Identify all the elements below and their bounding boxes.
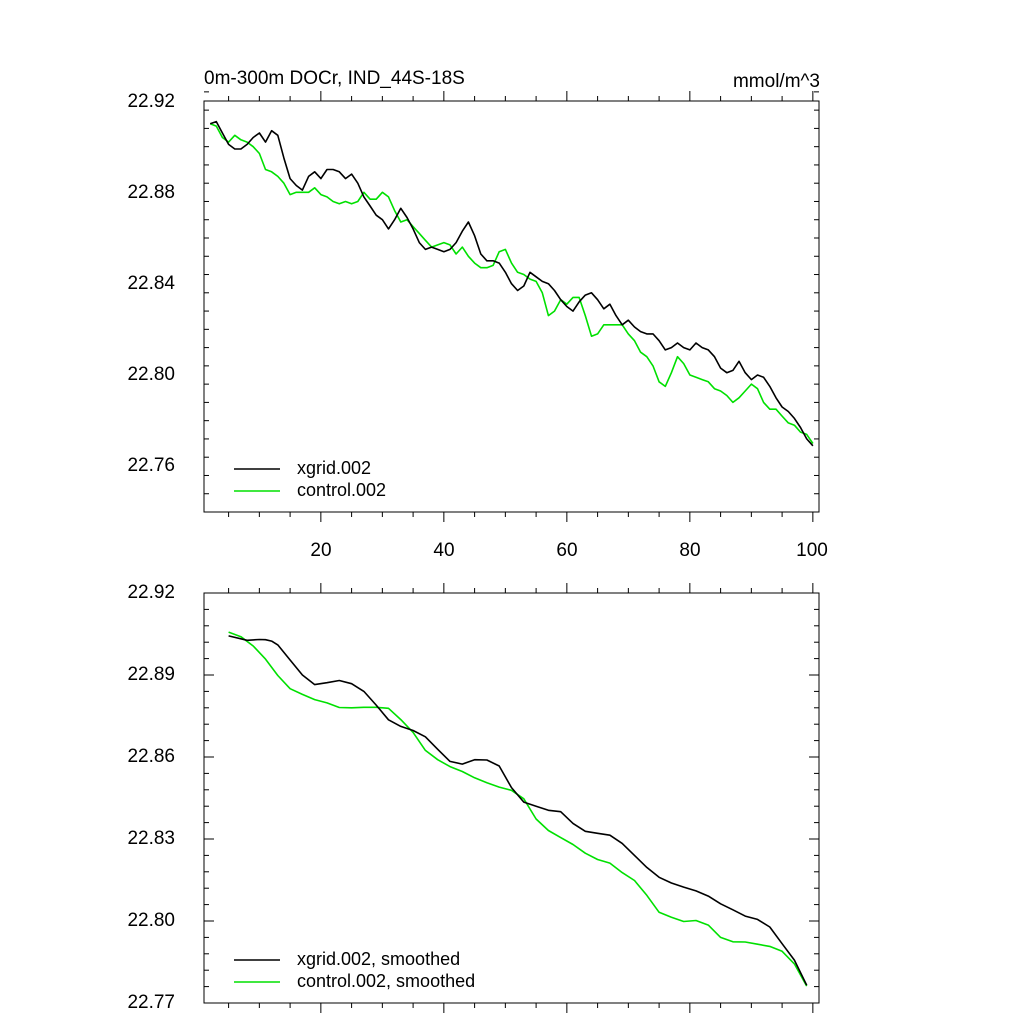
bottom-legend: xgrid.002, smoothed control.002, smoothe… [234, 949, 475, 991]
top-panel-tick-marks [204, 91, 819, 522]
y-tick-label: 22.89 [127, 664, 175, 685]
y-tick-label: 22.76 [127, 455, 175, 476]
y-tick-label: 22.84 [127, 273, 175, 294]
bottom-panel-frame [203, 592, 820, 1004]
top-series-xgrid-002 [209, 120, 814, 447]
y-tick-label: 22.80 [127, 364, 175, 385]
legend-label-xgrid-smoothed: xgrid.002, smoothed [297, 949, 460, 969]
x-tick-label: 100 [796, 540, 828, 561]
top-panel-title: 0m-300m DOCr, IND_44S-18S [204, 68, 465, 89]
y-tick-label: 22.83 [127, 828, 175, 849]
bottom-panel-plot-area [228, 631, 808, 987]
top-panel: 0m-300m DOCr, IND_44S-18S mmol/m^3 22.76… [127, 68, 827, 561]
x-tick-label: 60 [556, 540, 577, 561]
y-tick-label: 22.86 [127, 746, 175, 767]
y-tick-label: 22.92 [127, 91, 175, 112]
y-tick-label: 22.88 [127, 182, 175, 203]
x-tick-label: 20 [310, 540, 331, 561]
y-tick-label: 22.92 [127, 582, 175, 603]
top-legend: xgrid.002 control.002 [234, 458, 386, 500]
bottom-series-xgrid-002-smoothed [228, 635, 808, 986]
y-tick-label: 22.77 [127, 992, 175, 1013]
legend-label-control: control.002 [297, 480, 386, 500]
x-tick-label: 80 [679, 540, 700, 561]
top-panel-units: mmol/m^3 [733, 71, 820, 92]
top-panel-plot-area [209, 120, 814, 447]
legend-label-control-smoothed: control.002, smoothed [297, 971, 475, 991]
bottom-panel: 22.77 22.80 22.83 22.86 22.89 22.92 xgri… [127, 582, 820, 1013]
x-tick-label: 40 [433, 540, 454, 561]
top-series-control-002 [209, 123, 814, 444]
y-tick-label: 22.80 [127, 910, 175, 931]
legend-label-xgrid: xgrid.002 [297, 458, 371, 478]
top-panel-frame [203, 100, 820, 513]
